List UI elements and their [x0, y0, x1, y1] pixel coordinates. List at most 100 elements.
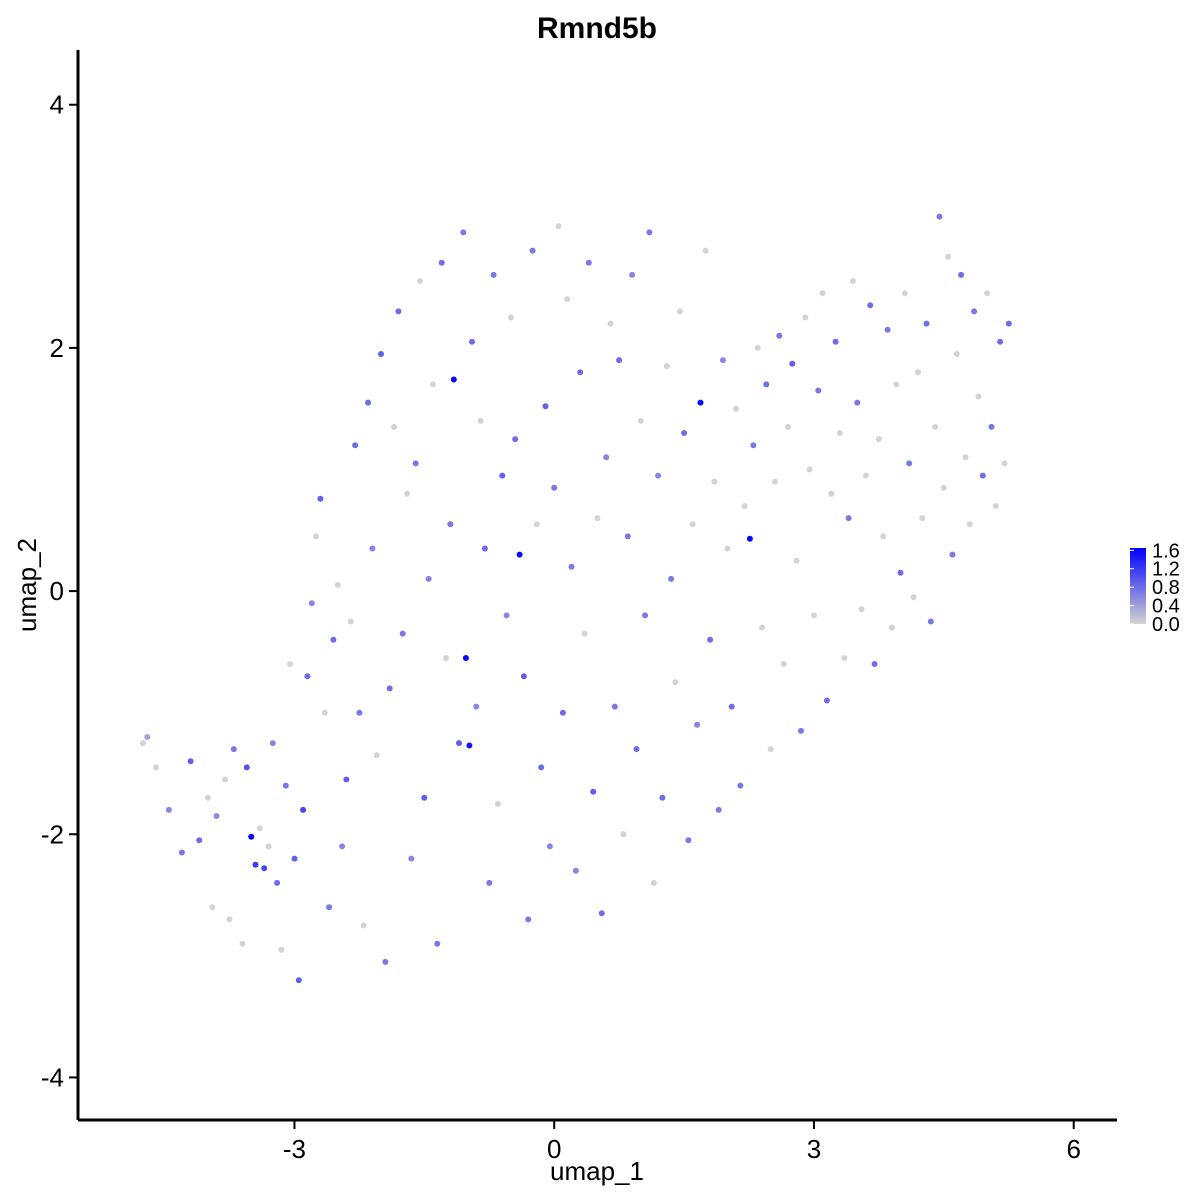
cell-point-123 [776, 332, 783, 339]
cell-point-58 [858, 606, 865, 613]
cell-point-57 [849, 278, 856, 284]
cell-point-116 [642, 612, 649, 619]
cell-point-80 [213, 813, 220, 819]
cell-point-49 [793, 557, 800, 564]
cell-point-110 [529, 247, 536, 254]
cell-point-166 [997, 338, 1004, 345]
cell-point-48 [785, 423, 791, 430]
cell-point-96 [178, 849, 185, 856]
cell-point-137 [304, 673, 311, 680]
cell-point-165 [979, 472, 986, 479]
cell-point-37 [689, 521, 696, 528]
cell-point-62 [888, 624, 895, 631]
cell-point-118 [668, 575, 675, 582]
y-axis-title: umap_2 [12, 538, 42, 632]
cell-point-130 [927, 618, 934, 625]
cell-point-150 [598, 910, 605, 917]
cell-point-133 [971, 308, 978, 315]
cell-point-30 [607, 320, 614, 327]
cell-point-53 [819, 290, 826, 297]
cell-point-68 [932, 423, 939, 430]
cell-point-156 [728, 703, 735, 710]
cell-point-182 [261, 865, 268, 872]
cell-point-18 [404, 490, 410, 497]
cell-point-153 [659, 794, 666, 801]
cell-point-83 [339, 843, 346, 850]
cell-point-39 [711, 478, 718, 485]
cell-point-167 [1005, 320, 1012, 327]
cell-point-185 [466, 742, 473, 749]
cell-point-119 [685, 837, 692, 844]
cell-point-113 [585, 259, 592, 266]
cell-point-181 [243, 764, 250, 771]
cell-point-4 [222, 776, 229, 783]
cell-point-93 [655, 472, 662, 479]
cell-point-3 [209, 904, 216, 911]
cell-point-79 [165, 806, 172, 813]
cell-point-179 [590, 788, 597, 795]
cell-point-134 [988, 423, 995, 430]
cell-point-16 [373, 752, 380, 759]
cell-point-122 [750, 442, 757, 449]
cell-point-111 [551, 484, 558, 491]
points-layer [139, 213, 1012, 984]
cell-point-34 [663, 363, 670, 370]
cell-point-65 [910, 594, 917, 601]
y-tick-label: 4 [50, 90, 64, 120]
cell-point-51 [806, 466, 813, 473]
color-legend-bar [1130, 548, 1146, 624]
cell-point-41 [733, 405, 739, 412]
cell-point-178 [542, 403, 549, 410]
y-tick-label: 0 [50, 576, 64, 606]
cell-point-71 [953, 351, 960, 357]
cell-point-188 [462, 655, 469, 661]
cell-point-131 [936, 213, 943, 220]
cell-point-160 [867, 302, 874, 309]
cell-point-152 [633, 746, 640, 753]
cell-point-21 [443, 655, 449, 661]
cell-point-88 [503, 612, 510, 619]
cell-point-147 [538, 764, 545, 771]
cell-point-172 [343, 776, 350, 783]
cell-point-60 [875, 436, 882, 443]
y-axis-ticks: 4 2 0 -2 -4 [41, 90, 78, 1092]
cell-point-162 [897, 569, 904, 576]
cell-point-157 [763, 381, 770, 388]
cell-point-14 [347, 618, 354, 625]
cell-point-31 [620, 831, 627, 838]
cell-point-101 [382, 958, 389, 965]
legend-label: 0.0 [1152, 614, 1180, 636]
cell-point-120 [715, 806, 722, 813]
cell-point-20 [430, 381, 436, 388]
cell-point-106 [460, 229, 467, 236]
cell-point-151 [616, 357, 623, 364]
cell-point-161 [871, 661, 878, 667]
x-tick-label: 0 [547, 1134, 561, 1164]
cell-point-92 [629, 271, 636, 278]
cell-point-128 [884, 326, 891, 333]
cell-point-149 [577, 369, 584, 376]
cell-point-52 [811, 612, 817, 619]
cell-point-173 [378, 351, 384, 357]
cell-point-144 [469, 338, 475, 345]
cell-point-109 [525, 916, 532, 923]
cell-point-12 [321, 709, 328, 716]
cell-point-102 [399, 630, 406, 637]
cell-point-77 [1001, 460, 1008, 467]
cell-point-5 [226, 916, 233, 923]
cell-point-8 [265, 843, 272, 850]
cell-point-54 [828, 490, 835, 497]
cell-point-82 [308, 600, 315, 607]
cell-point-170 [295, 977, 302, 984]
cell-point-32 [637, 417, 644, 424]
cell-point-175 [456, 740, 462, 747]
cell-point-103 [412, 460, 419, 467]
cell-point-11 [313, 533, 320, 540]
cell-point-81 [269, 740, 276, 747]
cell-point-184 [252, 861, 259, 868]
cell-point-55 [836, 430, 843, 436]
cell-point-59 [862, 472, 869, 479]
cell-point-107 [486, 879, 493, 886]
cell-point-89 [546, 843, 553, 850]
